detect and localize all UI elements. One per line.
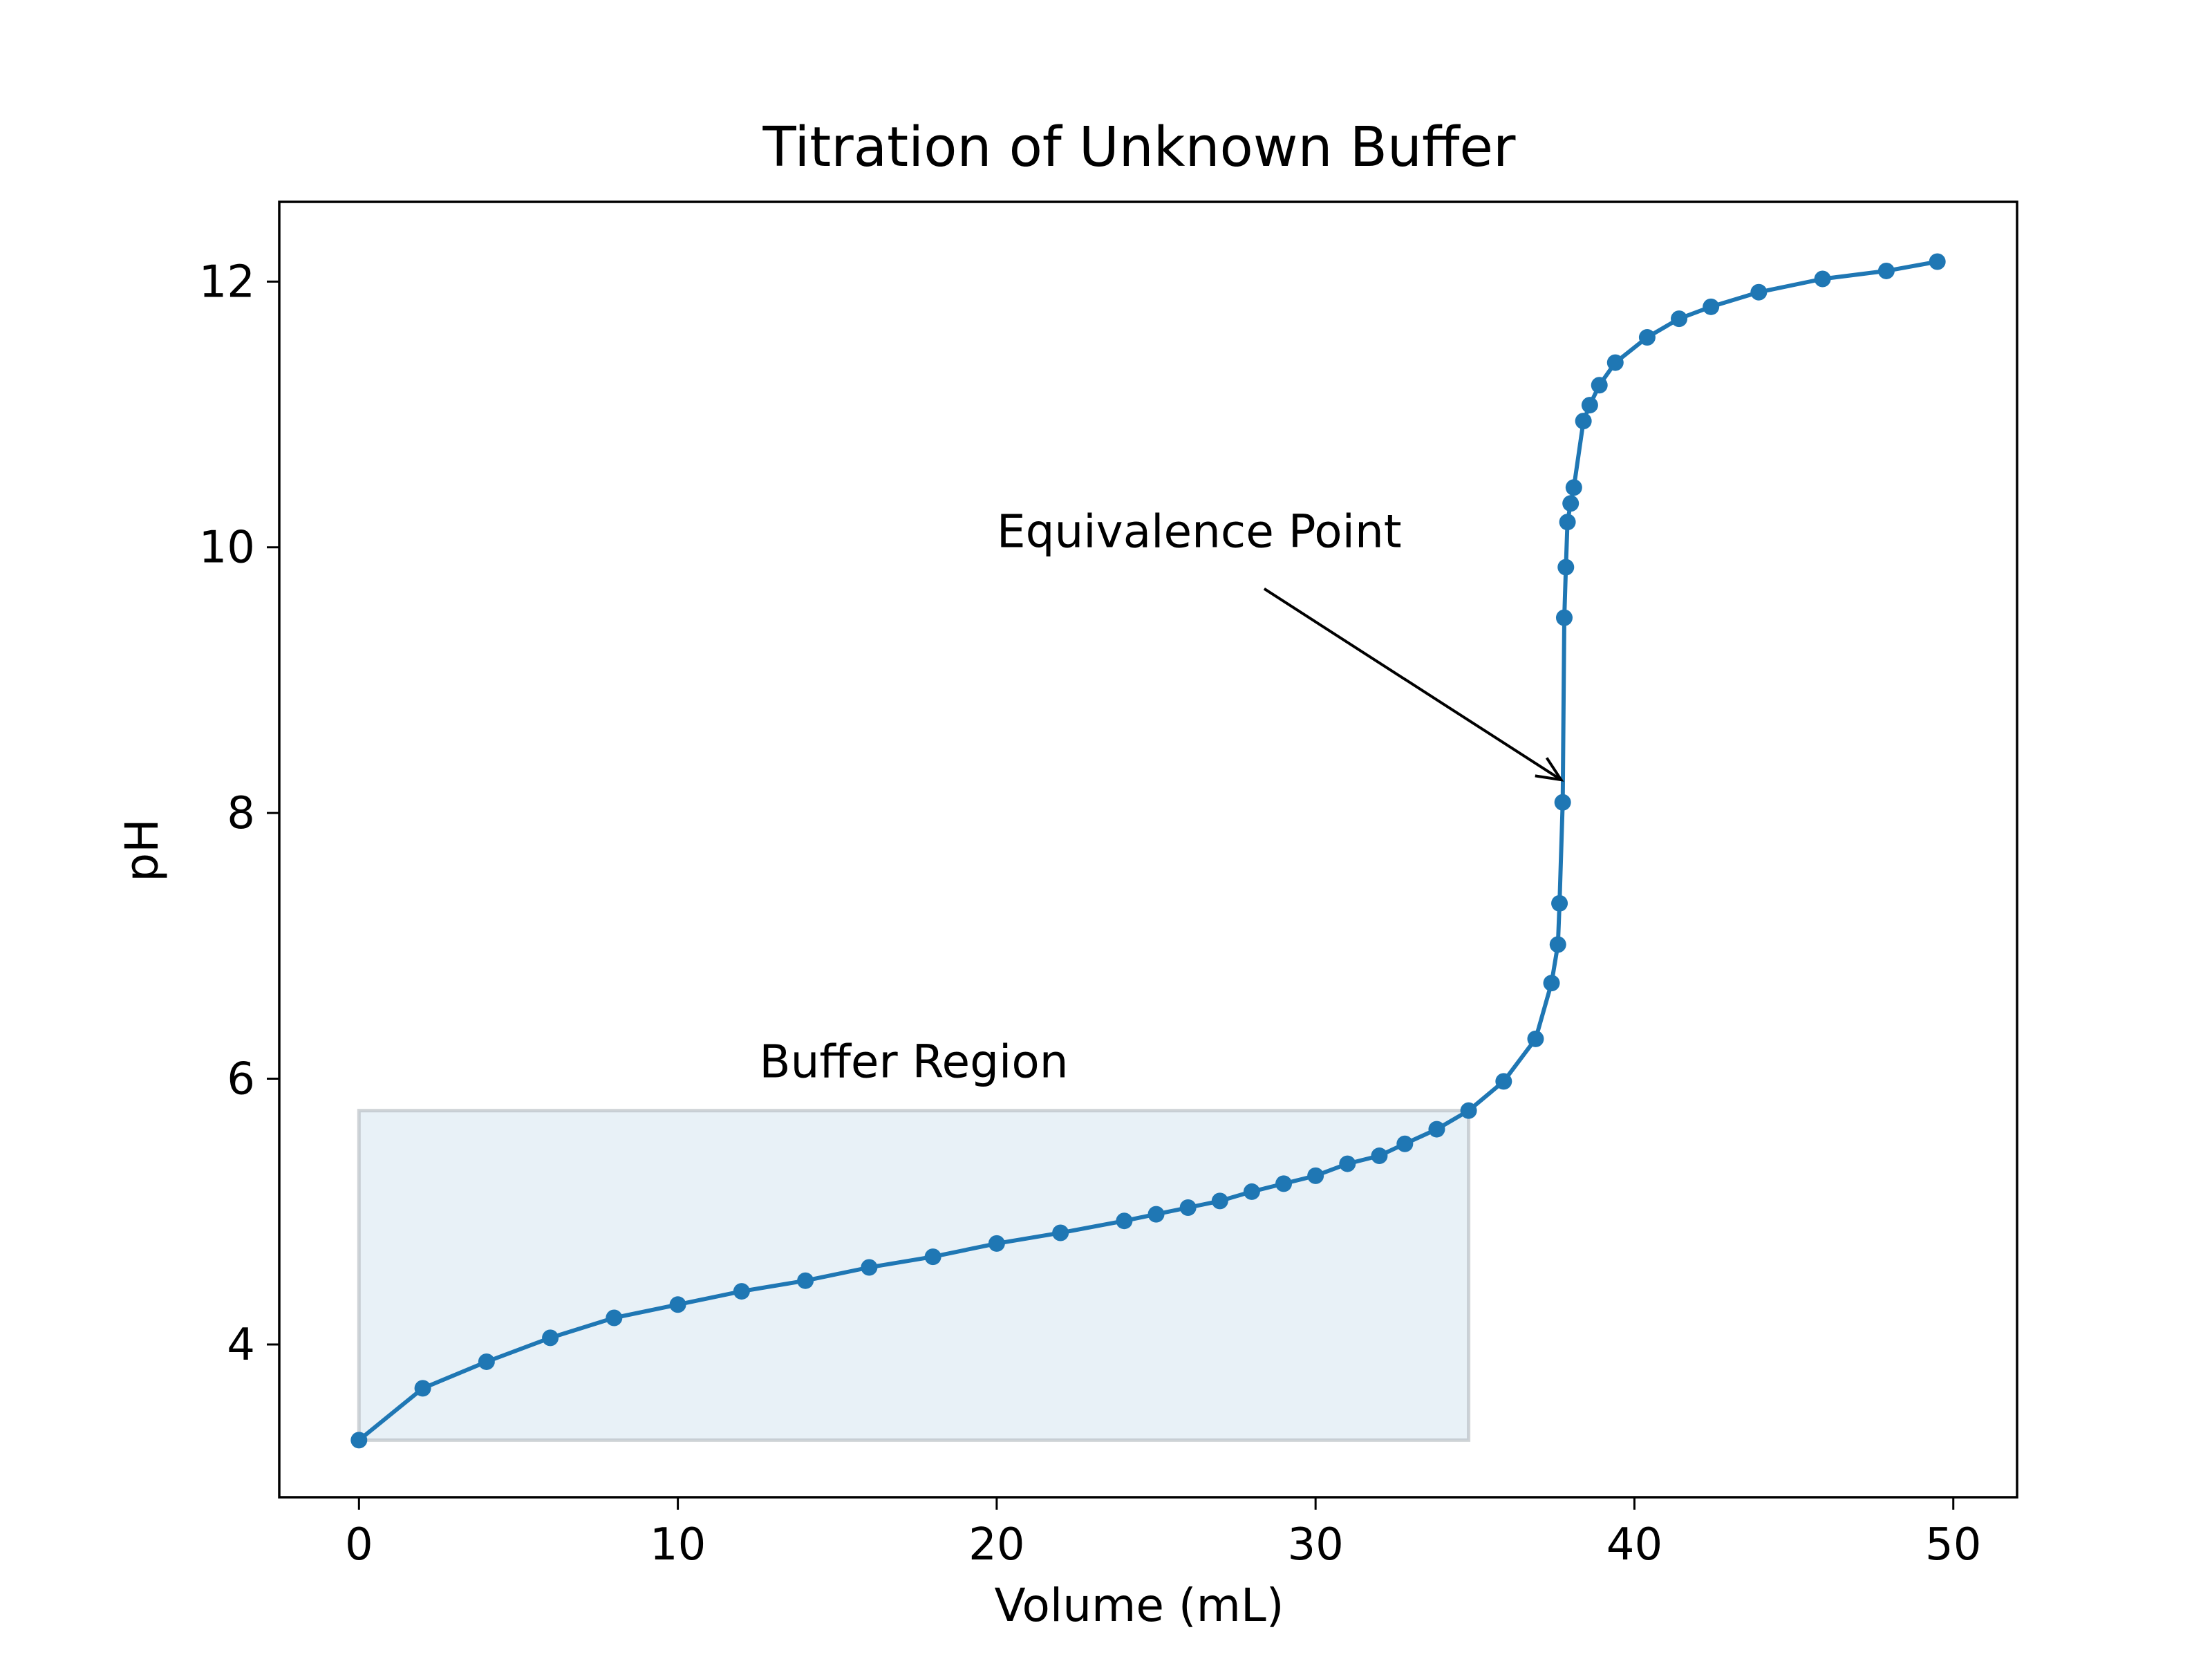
data-point <box>1929 253 1946 270</box>
buffer-region-shade <box>357 1109 1471 1442</box>
x-tick-label: 50 <box>1925 1519 1981 1571</box>
data-point <box>1549 936 1566 953</box>
axis-ticks: 0 10 20 30 40 50 4 6 8 10 12 <box>199 256 1982 1571</box>
data-point <box>542 1329 559 1347</box>
x-axis-label: Volume (mL) <box>994 1579 1284 1632</box>
x-tick-label: 40 <box>1606 1519 1662 1571</box>
data-point <box>1562 495 1580 512</box>
data-point <box>1275 1175 1293 1192</box>
y-tick-label: 12 <box>199 256 255 308</box>
y-axis-label: pH <box>115 818 169 882</box>
data-point <box>414 1380 431 1397</box>
data-point <box>1551 894 1568 912</box>
data-point <box>1814 270 1831 288</box>
x-tick-label: 10 <box>650 1519 706 1571</box>
data-point <box>1243 1183 1260 1200</box>
data-point <box>606 1309 623 1327</box>
series-line <box>357 259 1938 1442</box>
data-point <box>1371 1147 1388 1165</box>
data-point <box>1555 609 1573 626</box>
data-point <box>988 1235 1005 1252</box>
data-point <box>1575 413 1592 430</box>
data-point <box>1211 1192 1228 1210</box>
y-tick-label: 10 <box>199 523 255 574</box>
data-point <box>1750 283 1768 301</box>
annotations: Buffer Region Equivalence Point <box>759 505 1564 1089</box>
y-tick-label: 6 <box>227 1054 255 1105</box>
data-point <box>1116 1212 1133 1230</box>
data-point <box>1339 1155 1356 1172</box>
data-point <box>861 1259 878 1276</box>
equivalence-point-label: Equivalence Point <box>997 505 1402 559</box>
data-point <box>1877 262 1895 279</box>
data-point <box>1428 1121 1445 1138</box>
data-point <box>1147 1206 1165 1223</box>
data-point <box>478 1353 495 1370</box>
data-point <box>350 1432 368 1449</box>
data-point <box>1052 1224 1069 1241</box>
data-point <box>1495 1073 1512 1090</box>
equivalence-arrow-head <box>1535 757 1564 782</box>
data-point <box>1557 559 1575 576</box>
y-tick-label: 8 <box>227 788 255 839</box>
x-tick-label: 20 <box>968 1519 1024 1571</box>
data-point <box>1527 1030 1544 1047</box>
data-point <box>1460 1102 1477 1119</box>
data-point <box>1591 377 1608 394</box>
data-point <box>1606 354 1624 371</box>
data-point <box>1565 479 1582 496</box>
data-point <box>1554 794 1571 811</box>
plot-area <box>278 200 2018 1499</box>
y-tick-label: 4 <box>227 1320 255 1371</box>
chart-title: Titration of Unknown Buffer <box>762 115 1516 179</box>
data-point <box>924 1248 941 1266</box>
data-point <box>1179 1199 1197 1216</box>
data-point <box>797 1272 814 1289</box>
axes-frame <box>278 200 2018 1499</box>
data-point <box>1671 310 1688 328</box>
data-point <box>733 1283 750 1300</box>
data-point <box>1307 1167 1324 1184</box>
equivalence-arrow-line <box>1263 588 1562 781</box>
data-point <box>1396 1135 1414 1152</box>
data-point <box>1703 298 1720 315</box>
data-point <box>1638 329 1656 346</box>
data-point <box>669 1296 686 1313</box>
data-point <box>1559 514 1576 531</box>
data-point <box>1543 975 1560 992</box>
data-point <box>1581 397 1598 414</box>
buffer-region-label: Buffer Region <box>759 1035 1068 1089</box>
x-tick-label: 0 <box>345 1519 373 1571</box>
x-tick-label: 30 <box>1287 1519 1343 1571</box>
